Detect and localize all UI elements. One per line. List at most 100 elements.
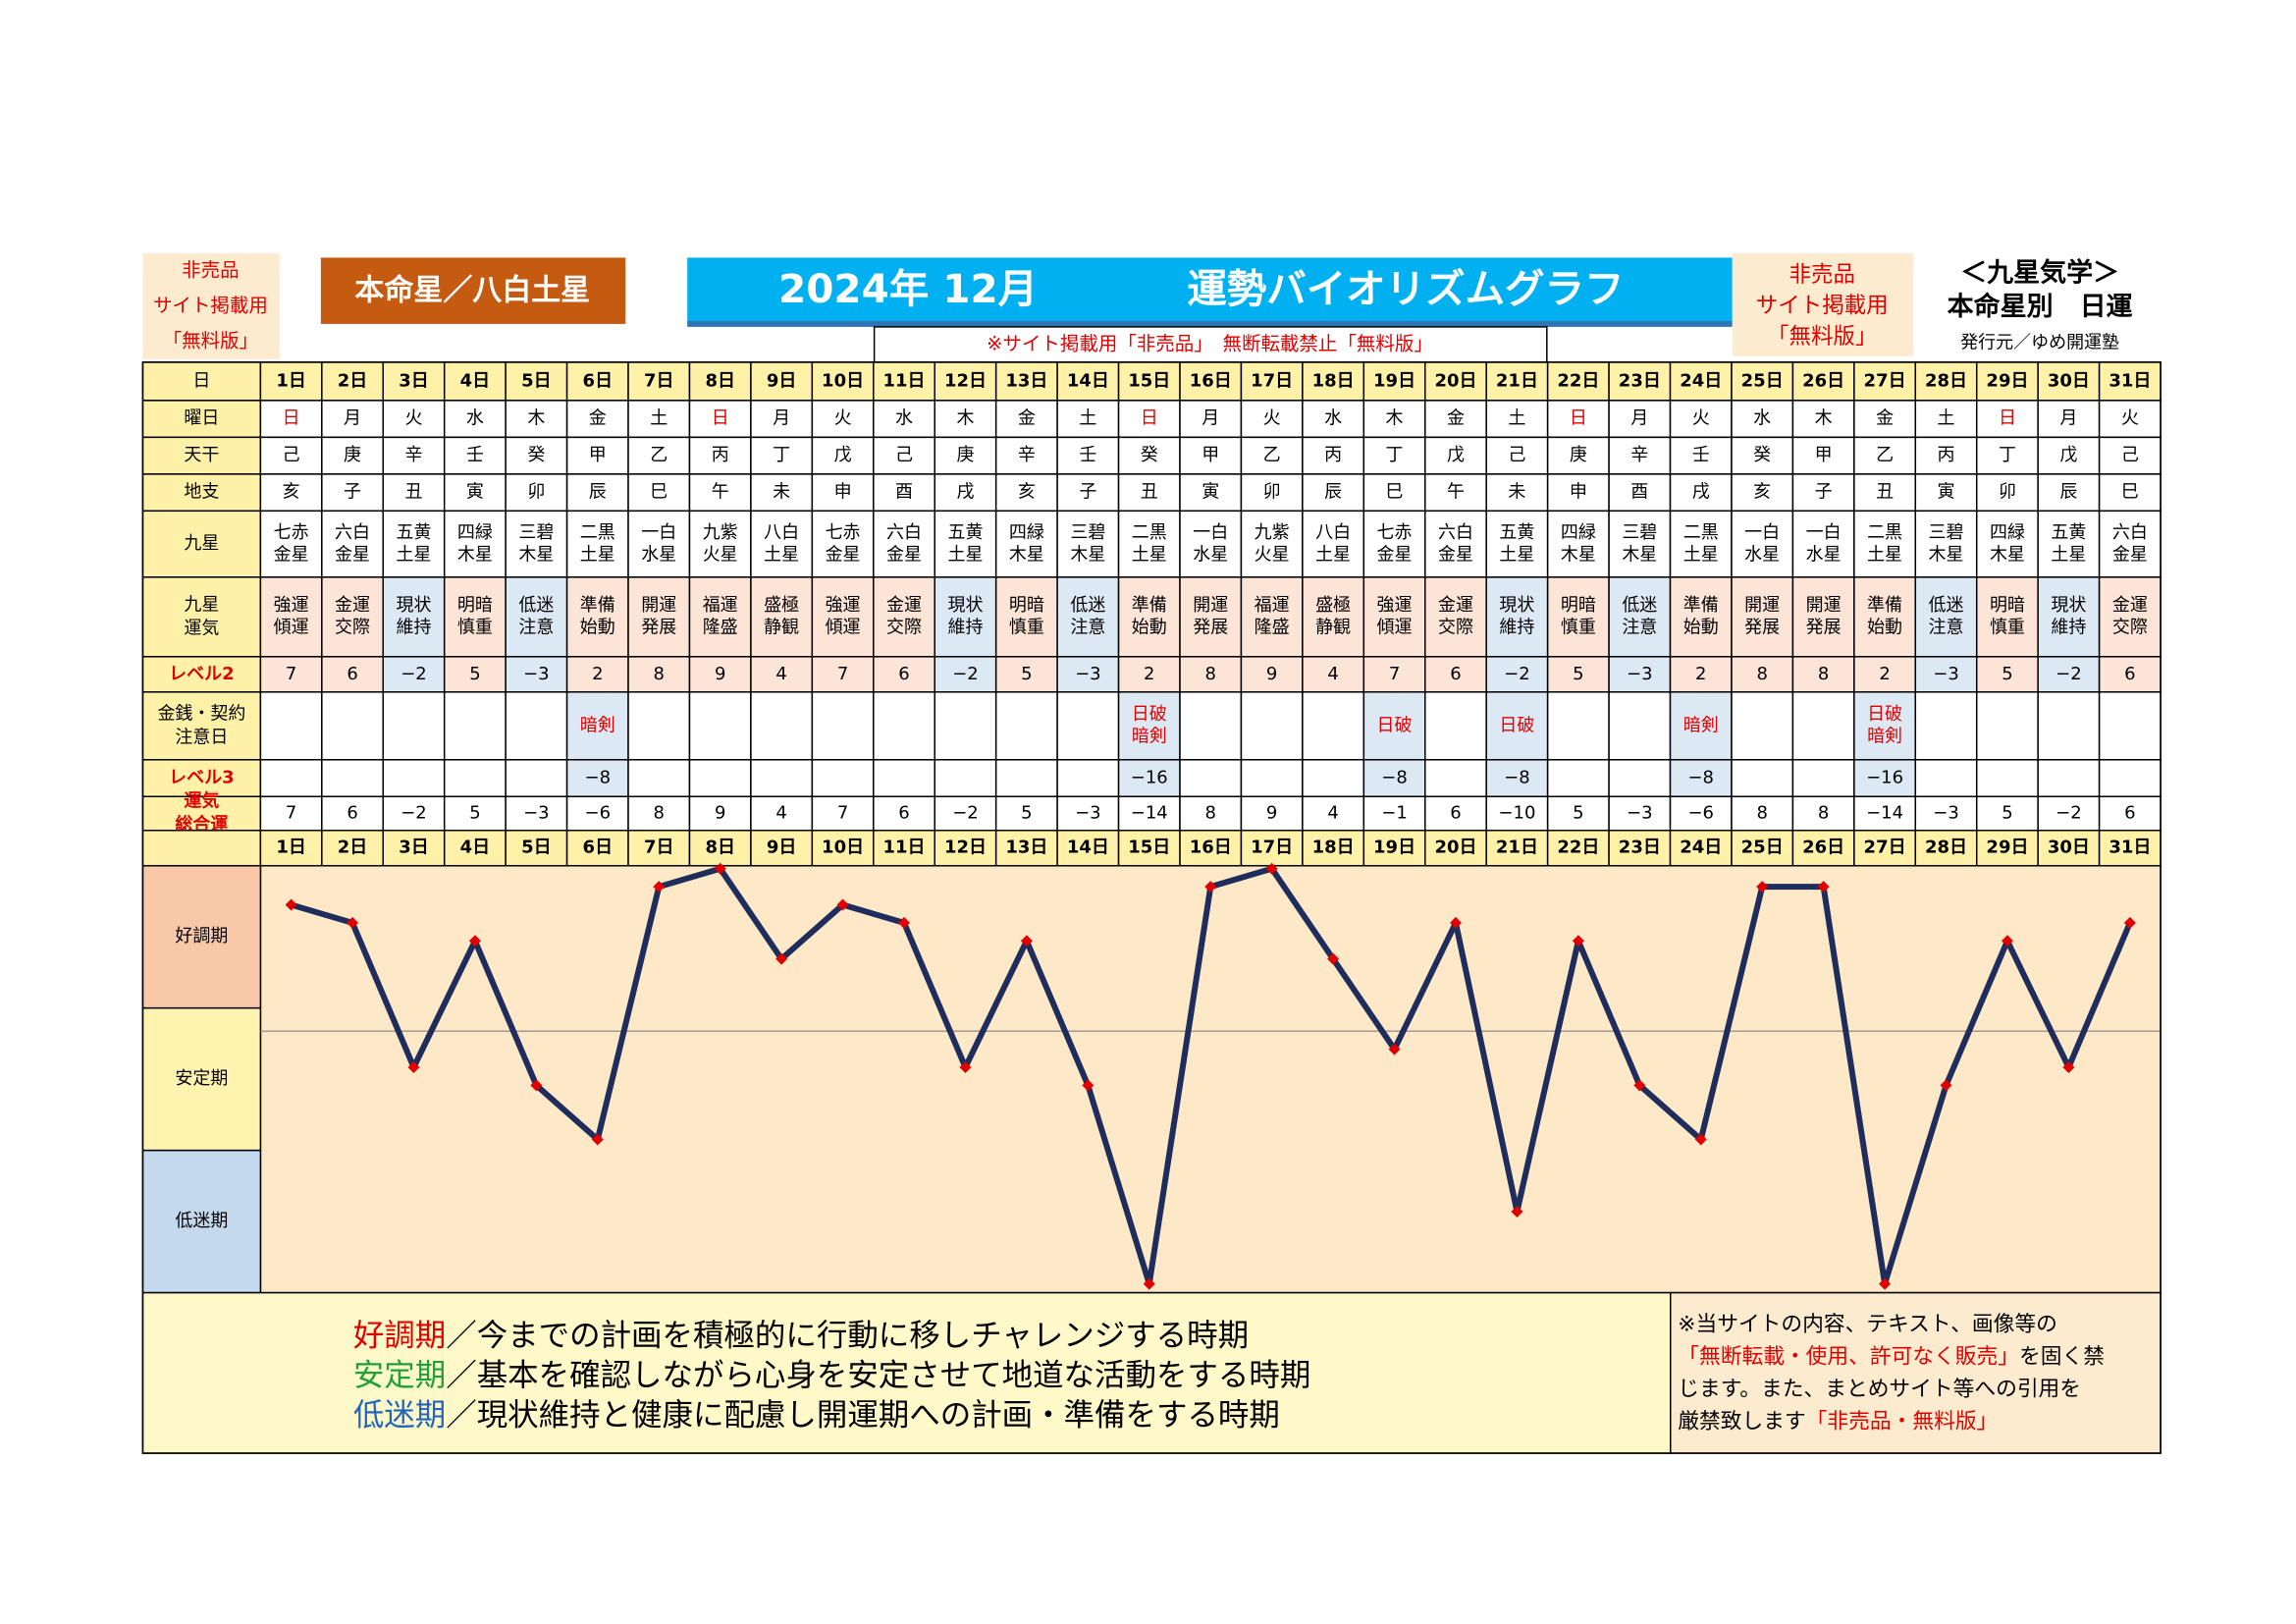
row-label: 金銭・契約 (157, 703, 245, 724)
level2-text: −3 (1627, 664, 1653, 684)
table-cell (994, 829, 1058, 867)
table-cell (627, 656, 691, 693)
band-label-cell (141, 864, 262, 1009)
weekdays-text: 木 (1386, 408, 1404, 429)
legend-line: 安定期／基本を確認しながら心身を安定させて地道な活動をする時期 (353, 1358, 1311, 1393)
fortune-text: 隆盛 (703, 618, 738, 638)
plot-area (259, 864, 2162, 1294)
stars-text: 木星 (1009, 544, 1044, 565)
table-cell (1853, 691, 1917, 761)
table-cell (565, 759, 629, 798)
fortune-text: 注意 (1929, 618, 1964, 638)
level2-text: 4 (1327, 664, 1338, 684)
total-text: 7 (837, 802, 848, 823)
total-text: 6 (898, 802, 909, 823)
table-cell (1914, 829, 1978, 867)
fortune-text: 強運 (826, 595, 861, 616)
weekdays-text: 月 (1630, 408, 1648, 429)
fortune-text: 準備 (1132, 595, 1167, 616)
point-marker (1572, 935, 1584, 947)
table-cell (259, 691, 323, 761)
weekdays-text: 日 (283, 408, 300, 429)
stars-text: 八白 (1315, 522, 1351, 543)
level2-text: 7 (286, 664, 296, 684)
stars-text: 金星 (1377, 544, 1413, 565)
table-cell (750, 691, 814, 761)
fortune-text: 発展 (641, 618, 676, 638)
fortune-text: 注意 (1070, 618, 1105, 638)
stars-text: 二黒 (580, 522, 615, 543)
table-cell (1056, 691, 1120, 761)
total-text: 8 (1204, 802, 1215, 823)
table-cell (1608, 795, 1672, 832)
point-marker (959, 1060, 972, 1073)
branches-text: 亥 (1753, 482, 1771, 503)
table-cell (259, 656, 323, 693)
notice-right: 「無料版」 (1767, 324, 1877, 350)
row-label: 曜日 (184, 408, 219, 429)
table-cell (627, 576, 691, 658)
stars-text: 四緑 (1561, 522, 1596, 543)
weekdays-text: 水 (1324, 408, 1342, 429)
table-cell (1117, 829, 1181, 867)
days-text: 27日 (1864, 838, 1906, 858)
table-cell (750, 400, 814, 439)
table-cell (994, 436, 1058, 475)
stems-text: 壬 (1079, 445, 1096, 465)
branches-text: 亥 (283, 482, 300, 503)
branches-text: 丑 (1876, 482, 1894, 503)
stars-text: 水星 (1193, 544, 1228, 565)
table-cell (1302, 759, 1365, 798)
row-label: レベル2 (169, 664, 234, 684)
stems-text: 丙 (1324, 445, 1342, 465)
days-text: 21日 (1496, 370, 1538, 391)
caution-text: 日破 (1499, 715, 1534, 735)
point-marker (1817, 881, 1830, 893)
title-box (687, 257, 1733, 324)
weekdays-text: 金 (1876, 408, 1894, 429)
fortune-text: 準備 (1683, 595, 1719, 616)
stars-text: 五黄 (947, 522, 983, 543)
stems-text: 庚 (1570, 445, 1587, 465)
table-cell (259, 473, 323, 513)
table-cell (688, 759, 752, 798)
row-label: 運気 (184, 790, 219, 812)
table-cell (1424, 656, 1487, 693)
fortune-text: 維持 (396, 618, 431, 638)
table-cell (750, 656, 814, 693)
caution-text: 暗剣 (1132, 727, 1167, 747)
notice-segment: 「非売品・無料版」 (1806, 1410, 1999, 1435)
row-label-cell (141, 829, 262, 867)
stems-text: 丁 (773, 445, 790, 465)
branches-text: 巳 (2121, 482, 2139, 503)
table-cell (1117, 510, 1181, 578)
stars-text: 木星 (1070, 544, 1105, 565)
point-marker (1633, 1079, 1646, 1092)
table-cell (565, 691, 629, 761)
row-label: 九星 (184, 533, 219, 554)
days-text: 8日 (705, 838, 734, 858)
table-cell (1546, 795, 1610, 832)
table-cell (443, 691, 507, 761)
table-cell (1362, 436, 1426, 475)
table-cell (1485, 795, 1549, 832)
stars-text: 水星 (1806, 544, 1842, 565)
legend-text: ／基本を確認しながら心身を安定させて地道な活動をする時期 (446, 1358, 1310, 1393)
table-cell (934, 473, 997, 513)
stars-text: 木星 (1622, 544, 1657, 565)
total-text: −10 (1498, 802, 1535, 823)
fortune-text: 静観 (1315, 618, 1351, 638)
total-text: −3 (1075, 802, 1101, 823)
table-cell (934, 759, 997, 798)
level2-text: 6 (898, 664, 909, 684)
row-label: 天干 (184, 445, 219, 465)
level2-text: −2 (400, 664, 427, 684)
table-cell (1117, 691, 1181, 761)
table-cell (1302, 510, 1365, 578)
stars-text: 金星 (335, 544, 370, 565)
level2-text: 9 (1266, 664, 1277, 684)
table-cell (1791, 510, 1855, 578)
legend-term: 低迷期 (353, 1398, 446, 1434)
stars-text: 土星 (580, 544, 615, 565)
table-cell (1485, 759, 1549, 798)
